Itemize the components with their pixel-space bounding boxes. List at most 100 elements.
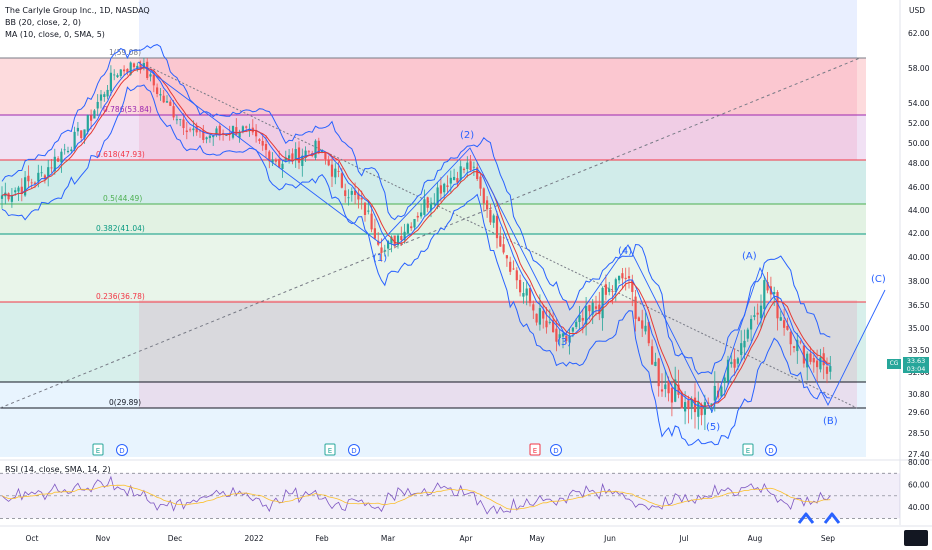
candle-body xyxy=(802,345,805,364)
candle-body xyxy=(268,151,271,162)
price-tick-label: 50.00 xyxy=(908,139,930,148)
candle-body xyxy=(258,139,261,142)
candle-body xyxy=(169,101,172,106)
wave-label: (1) xyxy=(373,253,387,264)
candle-body xyxy=(476,167,479,180)
candle-body xyxy=(532,304,535,311)
candle-body xyxy=(185,130,188,133)
candle-body xyxy=(472,166,475,168)
candle-body xyxy=(812,358,815,363)
candle-body xyxy=(799,341,802,343)
candle-body xyxy=(146,61,149,79)
candle-body xyxy=(340,173,343,188)
candle-body xyxy=(400,236,403,241)
rsi-ma-line xyxy=(1,484,831,510)
candle-body xyxy=(519,279,522,293)
candle-body xyxy=(159,94,162,96)
bb-lower-line xyxy=(1,84,831,446)
candle-body xyxy=(763,280,766,310)
candle-body xyxy=(354,190,357,195)
candle-body xyxy=(76,127,79,132)
event-marker: D xyxy=(550,444,562,456)
candle-body xyxy=(469,161,472,170)
candle-body xyxy=(208,135,211,139)
candle-body xyxy=(759,305,763,319)
candle-body xyxy=(723,377,726,383)
candle-body xyxy=(462,168,466,171)
candle-body xyxy=(466,162,469,170)
event-letter: E xyxy=(533,447,537,455)
price-axis-bg xyxy=(900,0,932,460)
price-tick-label: 40.00 xyxy=(908,253,930,262)
last-price-label: 33.63 03:04 xyxy=(903,357,929,373)
event-letter: E xyxy=(328,447,332,455)
candle-body xyxy=(522,293,525,297)
candle-body xyxy=(314,140,317,158)
candle-body xyxy=(235,127,238,135)
candle-body xyxy=(357,193,360,200)
candle-body xyxy=(66,150,70,153)
price-tick-label: 28.50 xyxy=(908,429,930,438)
price-tick-label: 29.60 xyxy=(908,408,930,417)
candle-body xyxy=(284,157,287,161)
candle-body xyxy=(684,402,687,412)
candle-body xyxy=(627,276,631,279)
earnings-badge xyxy=(529,443,541,456)
fib-band xyxy=(0,160,866,204)
candle-body xyxy=(288,155,291,159)
candle-body xyxy=(60,151,63,163)
candle-body xyxy=(321,150,324,153)
candle-body xyxy=(687,400,690,410)
candle-body xyxy=(334,168,337,178)
price-tick-label: 58.00 xyxy=(908,64,930,73)
tv-logo-icon xyxy=(904,530,928,546)
wave-label: (B) xyxy=(823,416,838,427)
candle-body xyxy=(594,306,598,309)
candle-body xyxy=(152,74,155,86)
candle-body xyxy=(664,384,667,390)
candle-body xyxy=(449,177,452,184)
fib-band xyxy=(0,302,866,382)
symbol-badge: CG xyxy=(887,359,901,369)
candle-body xyxy=(350,191,353,195)
candle-body xyxy=(568,335,571,343)
candle-body xyxy=(789,331,792,345)
candle-body xyxy=(499,236,502,247)
candle-body xyxy=(274,160,277,162)
event-letter: D xyxy=(553,447,558,455)
candle-body xyxy=(238,131,241,138)
candle-body xyxy=(637,317,640,322)
candle-body xyxy=(618,275,621,281)
candle-body xyxy=(538,308,541,325)
candle-body xyxy=(720,386,723,397)
bb-basis-line xyxy=(1,66,831,408)
time-tick-label: Oct xyxy=(26,534,39,543)
wave-label: (5) xyxy=(706,422,720,433)
candle-body xyxy=(776,292,779,319)
price-axis-currency: USD xyxy=(909,6,925,15)
candle-body xyxy=(24,177,27,196)
candle-body xyxy=(548,321,551,323)
candle-body xyxy=(215,128,218,135)
candle-body xyxy=(307,151,310,153)
time-tick-label: Dec xyxy=(168,534,183,543)
dashed-trendline xyxy=(0,57,861,409)
candle-body xyxy=(136,65,139,70)
candle-body xyxy=(621,273,624,279)
time-tick-label: 2022 xyxy=(244,534,263,543)
candle-body xyxy=(726,359,730,382)
candle-body xyxy=(142,63,145,68)
candle-body xyxy=(555,328,558,342)
candle-body xyxy=(149,74,152,77)
candle-body xyxy=(773,292,776,295)
rsi-tick-label: 80.00 xyxy=(908,458,930,467)
candle-body xyxy=(456,178,459,183)
candle-body xyxy=(222,133,225,134)
candle-body xyxy=(598,304,601,315)
event-letter: E xyxy=(746,447,750,455)
rsi-tick-label: 60.00 xyxy=(908,481,930,490)
bb-legend: BB (20, close, 2, 0) xyxy=(5,18,81,27)
candle-body xyxy=(103,94,106,97)
candle-body xyxy=(647,322,650,344)
